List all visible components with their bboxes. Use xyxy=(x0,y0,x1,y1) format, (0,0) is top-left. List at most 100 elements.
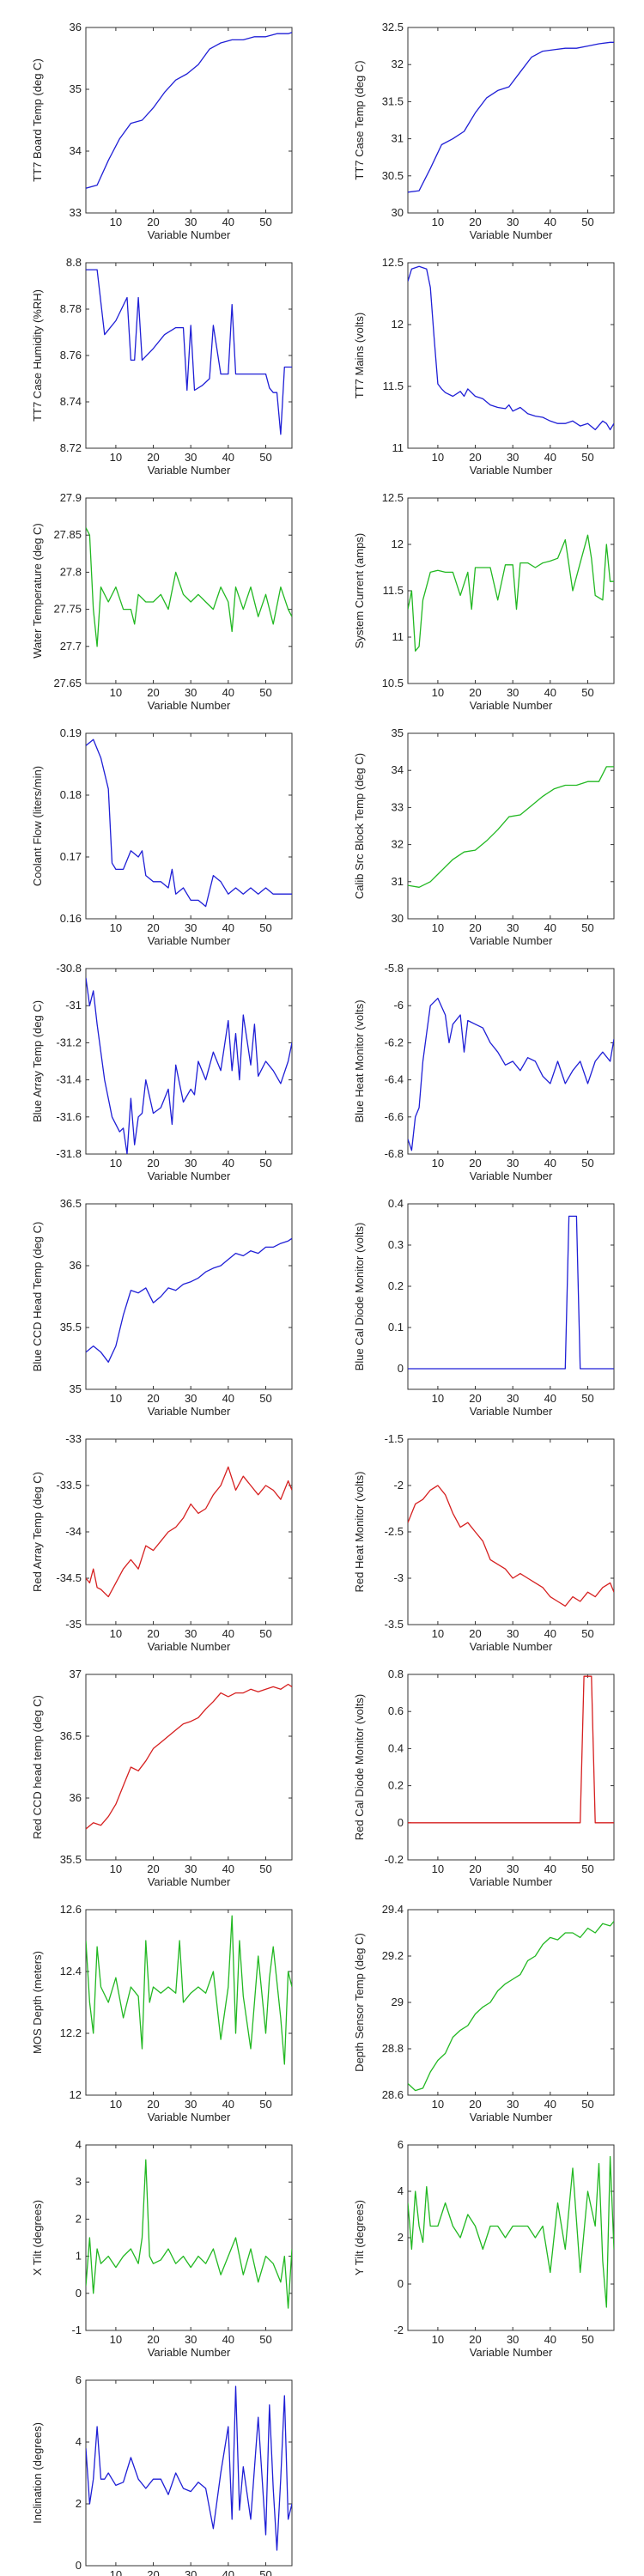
y-axis-label: Blue Array Temp (deg C) xyxy=(31,1000,44,1122)
y-axis-label: Water Temperature (deg C) xyxy=(31,523,44,659)
x-tick-label: 30 xyxy=(185,216,197,228)
x-tick-label: 50 xyxy=(259,2333,271,2346)
y-tick-label: 0.19 xyxy=(60,726,82,739)
y-tick-label: 29 xyxy=(392,1996,404,2008)
y-tick-label: -31 xyxy=(65,999,82,1012)
y-tick-label: 32.5 xyxy=(382,21,404,33)
y-tick-label: -2 xyxy=(393,1479,404,1492)
x-tick-label: 40 xyxy=(544,2098,556,2111)
x-axis-label: Variable Number xyxy=(148,1170,231,1182)
x-axis-label: Variable Number xyxy=(148,2111,231,2123)
y-tick-label: 31 xyxy=(392,132,404,145)
x-tick-label: 30 xyxy=(185,921,197,934)
y-tick-label: -33.5 xyxy=(56,1479,82,1492)
plot-frame xyxy=(85,27,293,214)
plot-frame xyxy=(407,27,615,214)
plot-frame xyxy=(407,262,615,449)
plot-frame xyxy=(85,1203,293,1390)
x-tick-label: 30 xyxy=(507,451,519,464)
y-tick-label: 32 xyxy=(392,58,404,70)
series-line xyxy=(408,997,614,1151)
x-tick-label: 30 xyxy=(507,2098,519,2111)
x-axis-label: Variable Number xyxy=(470,1875,553,1888)
y-tick-label: 35 xyxy=(70,1382,82,1395)
y-tick-label: 27.8 xyxy=(60,565,82,578)
y-tick-label: 3 xyxy=(76,2175,82,2188)
chart-panel-2: 30 30.5 31 31.5 32 32.5 10 20 30 40 50 Variable Num… xyxy=(353,21,615,241)
x-tick-label: 30 xyxy=(185,2333,197,2346)
series-line xyxy=(86,1237,292,1363)
y-tick-label: 12 xyxy=(70,2088,82,2101)
y-axis-label: Red CCD head temp (deg C) xyxy=(31,1695,44,1839)
x-tick-label: 50 xyxy=(581,1157,593,1170)
y-tick-label: 27.75 xyxy=(53,603,82,616)
x-tick-label: 20 xyxy=(147,1627,159,1640)
y-tick-label: 0 xyxy=(76,2559,82,2572)
x-tick-label: 10 xyxy=(432,216,444,228)
x-tick-label: 20 xyxy=(469,686,481,699)
x-tick-label: 40 xyxy=(544,451,556,464)
x-tick-label: 10 xyxy=(432,2333,444,2346)
y-tick-label: 6 xyxy=(398,2138,404,2151)
y-tick-label: 33 xyxy=(392,800,404,813)
x-tick-label: 10 xyxy=(432,1862,444,1875)
x-tick-label: 50 xyxy=(581,2098,593,2111)
y-axis-label: MOS Depth (meters) xyxy=(31,1951,44,2054)
x-tick-label: 50 xyxy=(259,921,271,934)
x-tick-label: 40 xyxy=(544,216,556,228)
x-tick-label: 10 xyxy=(432,451,444,464)
chart-panel-5: 27.65 27.7 27.75 27.8 27.85 27.9 10 20 30 40 50 Var… xyxy=(31,491,293,712)
chart-panel-17: 12 12.2 12.4 12.6 10 20 30 40 50 Variable Number M… xyxy=(31,1903,293,2123)
x-tick-label: 40 xyxy=(544,1627,556,1640)
y-tick-label: 36.5 xyxy=(60,1197,82,1210)
y-tick-label: 12.5 xyxy=(382,491,404,504)
y-axis-label: Red Cal Diode Monitor (volts) xyxy=(353,1694,366,1841)
y-tick-label: 31 xyxy=(392,875,404,888)
x-tick-label: 20 xyxy=(147,1392,159,1405)
x-tick-label: 10 xyxy=(110,216,122,228)
x-tick-label: 50 xyxy=(259,1862,271,1875)
y-tick-label: 4 xyxy=(398,2184,404,2197)
chart-panel-7: 0.16 0.17 0.18 0.19 10 20 30 40 50 Variable Numbe… xyxy=(31,726,293,947)
x-tick-label: 50 xyxy=(581,2333,593,2346)
y-tick-label: 27.7 xyxy=(60,640,82,653)
x-tick-label: 50 xyxy=(581,1627,593,1640)
y-tick-label: -35 xyxy=(65,1618,82,1631)
plot-frame xyxy=(85,1438,293,1625)
y-tick-label: 30 xyxy=(392,912,404,925)
y-tick-label: 12.2 xyxy=(60,2026,82,2039)
y-tick-label: 6 xyxy=(76,2373,82,2386)
y-tick-label: 12.4 xyxy=(60,1965,82,1978)
x-tick-label: 30 xyxy=(507,921,519,934)
y-tick-label: 0.2 xyxy=(388,1279,404,1292)
x-tick-label: 30 xyxy=(507,216,519,228)
x-axis-label: Variable Number xyxy=(148,1405,231,1418)
y-tick-label: 0.4 xyxy=(388,1741,404,1754)
y-tick-label: 0.1 xyxy=(388,1321,404,1334)
x-tick-label: 20 xyxy=(147,2098,159,2111)
x-axis-label: Variable Number xyxy=(148,934,231,947)
x-tick-label: 20 xyxy=(469,216,481,228)
series-line xyxy=(86,1466,292,1598)
series-line xyxy=(408,1921,614,2092)
y-axis-label: Blue Heat Monitor (volts) xyxy=(353,999,366,1122)
y-tick-label: 8.78 xyxy=(60,302,82,315)
y-tick-label: 32 xyxy=(392,838,404,851)
x-tick-label: 20 xyxy=(469,2333,481,2346)
y-tick-label: 0.6 xyxy=(388,1704,404,1717)
series-line xyxy=(86,1683,292,1830)
y-axis-label: Blue CCD Head Temp (deg C) xyxy=(31,1222,44,1372)
series-line xyxy=(408,1675,614,1824)
chart-panel-9: -31.8 -31.6 -31.4 -31.2 -31 -30.8 10 20 30 40 50 Va… xyxy=(31,962,293,1182)
plot-frame xyxy=(85,1909,293,2096)
x-tick-label: 30 xyxy=(507,1157,519,1170)
series-line xyxy=(408,534,614,652)
x-axis-label: Variable Number xyxy=(148,464,231,477)
y-axis-label: Y Tilt (degrees) xyxy=(353,2200,366,2275)
y-axis-label: TT7 Mains (volts) xyxy=(353,313,366,398)
x-tick-label: 50 xyxy=(259,686,271,699)
y-axis-label: Red Array Temp (deg C) xyxy=(31,1472,44,1592)
y-tick-label: -34 xyxy=(65,1525,82,1538)
y-tick-label: 8.74 xyxy=(60,395,82,408)
plot-frame xyxy=(407,1203,615,1390)
